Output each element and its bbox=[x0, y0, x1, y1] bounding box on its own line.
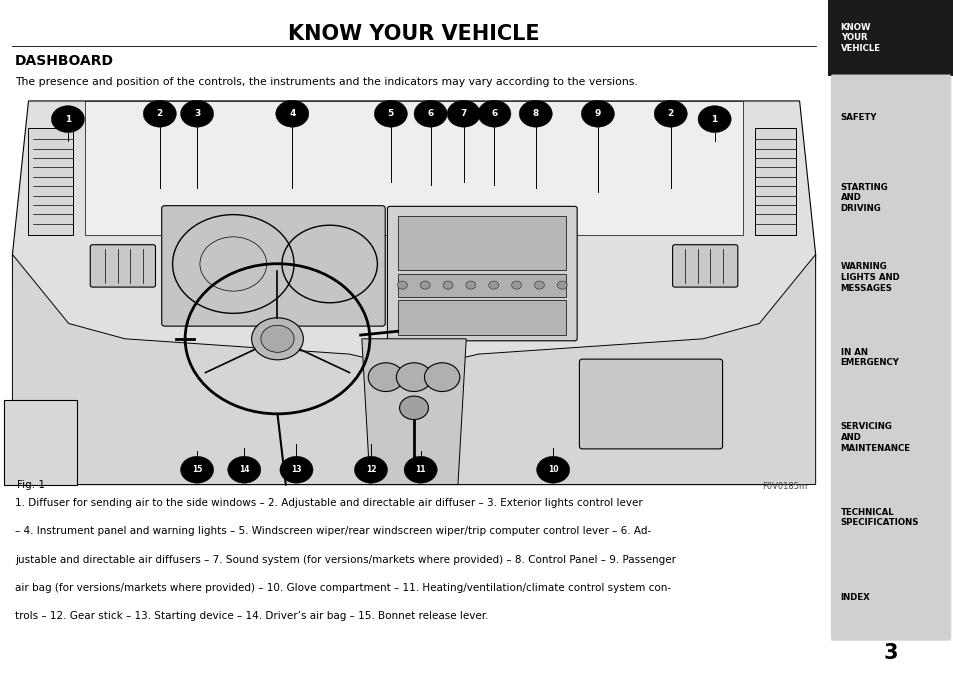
Text: 12: 12 bbox=[365, 465, 375, 474]
Circle shape bbox=[279, 456, 313, 483]
FancyBboxPatch shape bbox=[91, 245, 155, 287]
Circle shape bbox=[414, 100, 447, 127]
Polygon shape bbox=[12, 101, 815, 485]
Circle shape bbox=[180, 456, 213, 483]
Circle shape bbox=[368, 363, 403, 392]
Text: – 4. Instrument panel and warning lights – 5. Windscreen wiper/rear windscreen w: – 4. Instrument panel and warning lights… bbox=[15, 526, 651, 536]
Text: air bag (for versions/markets where provided) – 10. Glove compartment – 11. Heat: air bag (for versions/markets where prov… bbox=[15, 583, 670, 593]
Circle shape bbox=[442, 281, 453, 289]
FancyBboxPatch shape bbox=[827, 0, 953, 76]
FancyBboxPatch shape bbox=[830, 314, 950, 401]
Polygon shape bbox=[12, 254, 815, 485]
Text: TECHNICAL
SPECIFICATIONS: TECHNICAL SPECIFICATIONS bbox=[840, 507, 918, 528]
Circle shape bbox=[511, 281, 521, 289]
Circle shape bbox=[397, 281, 407, 289]
Circle shape bbox=[355, 456, 387, 483]
Text: trols – 12. Gear stick – 13. Starting device – 14. Driver’s air bag – 15. Bonnet: trols – 12. Gear stick – 13. Starting de… bbox=[15, 611, 488, 621]
Circle shape bbox=[404, 456, 436, 483]
Text: 1: 1 bbox=[65, 114, 71, 124]
Text: 9: 9 bbox=[594, 109, 600, 118]
Circle shape bbox=[424, 363, 459, 392]
Circle shape bbox=[557, 281, 567, 289]
Text: 14: 14 bbox=[239, 465, 250, 474]
Text: 5: 5 bbox=[387, 109, 394, 118]
FancyBboxPatch shape bbox=[397, 300, 566, 335]
Text: F0V0185m: F0V0185m bbox=[761, 482, 806, 491]
FancyBboxPatch shape bbox=[755, 128, 795, 235]
Text: 2: 2 bbox=[667, 109, 673, 118]
Text: 2: 2 bbox=[156, 109, 163, 118]
Circle shape bbox=[419, 281, 430, 289]
Text: DASHBOARD: DASHBOARD bbox=[15, 54, 113, 68]
Circle shape bbox=[447, 100, 479, 127]
FancyBboxPatch shape bbox=[830, 155, 950, 241]
Text: 3: 3 bbox=[882, 643, 898, 663]
Text: WARNING
LIGHTS AND
MESSAGES: WARNING LIGHTS AND MESSAGES bbox=[840, 262, 899, 293]
Text: 1. Diffuser for sending air to the side windows – 2. Adjustable and directable a: 1. Diffuser for sending air to the side … bbox=[15, 498, 642, 508]
Circle shape bbox=[374, 100, 407, 127]
Circle shape bbox=[399, 396, 428, 419]
Text: Fig. 1: Fig. 1 bbox=[16, 480, 45, 490]
Text: 3: 3 bbox=[193, 109, 200, 118]
Text: 11: 11 bbox=[415, 465, 425, 474]
Text: 8: 8 bbox=[532, 109, 538, 118]
Text: INDEX: INDEX bbox=[840, 593, 869, 602]
Circle shape bbox=[477, 100, 511, 127]
FancyBboxPatch shape bbox=[397, 216, 566, 270]
Text: 1: 1 bbox=[711, 114, 717, 124]
FancyBboxPatch shape bbox=[5, 400, 76, 485]
Circle shape bbox=[260, 325, 294, 352]
FancyBboxPatch shape bbox=[830, 234, 950, 321]
FancyBboxPatch shape bbox=[830, 75, 950, 162]
Text: SERVICING
AND
MAINTENANCE: SERVICING AND MAINTENANCE bbox=[840, 422, 910, 453]
Circle shape bbox=[395, 363, 432, 392]
Circle shape bbox=[275, 100, 309, 127]
Circle shape bbox=[518, 100, 552, 127]
FancyBboxPatch shape bbox=[830, 554, 950, 641]
Circle shape bbox=[488, 281, 498, 289]
FancyBboxPatch shape bbox=[578, 359, 721, 449]
Circle shape bbox=[534, 281, 544, 289]
Text: SAFETY: SAFETY bbox=[840, 113, 876, 122]
FancyBboxPatch shape bbox=[672, 245, 737, 287]
FancyBboxPatch shape bbox=[387, 207, 577, 341]
Circle shape bbox=[180, 100, 213, 127]
Circle shape bbox=[465, 281, 476, 289]
Text: KNOW YOUR VEHICLE: KNOW YOUR VEHICLE bbox=[288, 24, 539, 44]
FancyBboxPatch shape bbox=[830, 394, 950, 481]
Text: IN AN
EMERGENCY: IN AN EMERGENCY bbox=[840, 348, 899, 367]
Text: 4: 4 bbox=[289, 109, 295, 118]
FancyBboxPatch shape bbox=[397, 274, 566, 297]
Circle shape bbox=[51, 106, 85, 133]
Circle shape bbox=[143, 100, 176, 127]
Text: KNOW
YOUR
VEHICLE: KNOW YOUR VEHICLE bbox=[840, 23, 880, 53]
Text: STARTING
AND
DRIVING: STARTING AND DRIVING bbox=[840, 182, 887, 213]
Text: 6: 6 bbox=[491, 109, 497, 118]
Circle shape bbox=[580, 100, 614, 127]
Circle shape bbox=[654, 100, 686, 127]
Text: 6: 6 bbox=[427, 109, 434, 118]
Polygon shape bbox=[361, 339, 466, 485]
Text: 15: 15 bbox=[192, 465, 202, 474]
Polygon shape bbox=[85, 101, 742, 235]
Text: 13: 13 bbox=[291, 465, 301, 474]
Circle shape bbox=[252, 318, 303, 360]
Text: justable and directable air diffusers – 7. Sound system (for versions/markets wh: justable and directable air diffusers – … bbox=[15, 555, 675, 565]
Text: 10: 10 bbox=[547, 465, 558, 474]
FancyBboxPatch shape bbox=[830, 474, 950, 561]
FancyBboxPatch shape bbox=[162, 206, 385, 326]
Circle shape bbox=[698, 106, 730, 133]
Text: The presence and position of the controls, the instruments and the indicators ma: The presence and position of the control… bbox=[15, 77, 637, 87]
FancyBboxPatch shape bbox=[29, 128, 72, 235]
Circle shape bbox=[228, 456, 260, 483]
Circle shape bbox=[536, 456, 569, 483]
Text: 7: 7 bbox=[460, 109, 466, 118]
